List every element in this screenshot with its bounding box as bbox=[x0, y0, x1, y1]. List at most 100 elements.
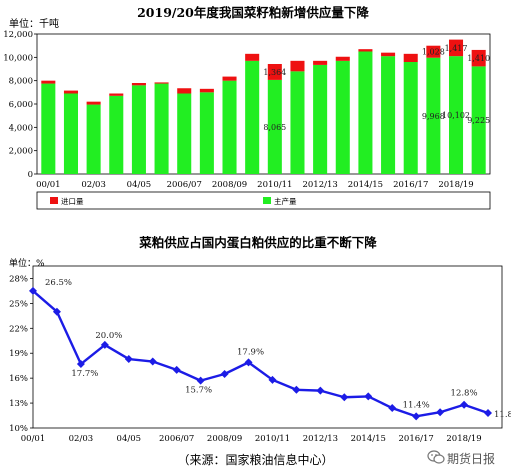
chart2-x-tick-label: 2014/15 bbox=[351, 434, 386, 444]
chart2-y-tick-label: 22% bbox=[9, 324, 28, 334]
source-caption: （来源：国家粮油信息中心） bbox=[177, 453, 334, 467]
chart1-legend-swatch-production bbox=[263, 197, 271, 204]
chart2-point bbox=[364, 392, 373, 401]
chart2-x-tick-label: 2008/09 bbox=[207, 434, 242, 444]
chart1-bar-import bbox=[449, 39, 464, 57]
chart1-x-tick-label: 2010/11 bbox=[257, 180, 292, 190]
chart2-point bbox=[29, 286, 37, 295]
chart1-legend-label-import: 进口量 bbox=[61, 197, 84, 206]
chart1-bar-import bbox=[381, 52, 396, 57]
chart2-point bbox=[460, 400, 469, 409]
chart2-point bbox=[388, 404, 397, 413]
chart1-y-tick-label: 2,000 bbox=[9, 147, 33, 157]
chart1-bar-production bbox=[403, 62, 418, 174]
chart1-y-tick-label: 4,000 bbox=[9, 123, 33, 133]
chart1-bar-import bbox=[41, 80, 56, 84]
chart1-bar-production bbox=[109, 95, 124, 174]
chart2-point bbox=[220, 370, 229, 378]
chart1-bar-production bbox=[86, 104, 101, 174]
chart1-bar-production bbox=[199, 92, 214, 174]
chart1-x-tick-label: 2006/07 bbox=[167, 180, 202, 190]
chart2-data-label: 17.7% bbox=[71, 369, 98, 379]
chart1-x-tick-label: 04/05 bbox=[127, 180, 152, 190]
chart2-data-label: 11.8% bbox=[494, 410, 511, 420]
wechat-icon bbox=[427, 450, 445, 464]
chart2-point bbox=[292, 385, 301, 394]
chart1-data-label: 1,410 bbox=[467, 54, 490, 63]
chart1-bar-production bbox=[426, 57, 441, 174]
chart1-data-label: 1,417 bbox=[445, 44, 468, 53]
chart1-bar-import bbox=[154, 82, 169, 84]
chart1-title: 2019/20年度我国菜籽粕新增供应量下降 bbox=[137, 5, 369, 20]
chart2-y-tick-label: 19% bbox=[9, 349, 28, 359]
chart1-data-label: 10,102 bbox=[442, 111, 470, 120]
chart1-data-label: 9,225 bbox=[467, 116, 490, 125]
chart1-unit-label: 单位：千吨 bbox=[9, 17, 59, 30]
chart2-y-tick-label: 13% bbox=[9, 399, 28, 409]
chart1-bar-import bbox=[63, 90, 78, 94]
chart1-x-tick-label: 02/03 bbox=[81, 180, 106, 190]
chart1-bar-production bbox=[154, 83, 169, 174]
chart1-bar-import bbox=[290, 60, 305, 72]
chart1-legend-frame bbox=[36, 191, 491, 210]
chart2-x-tick-label: 2018/19 bbox=[446, 434, 481, 444]
chart1-bar-production bbox=[471, 66, 486, 174]
chart1-bar-production bbox=[449, 56, 464, 174]
chart1-bar-production bbox=[222, 80, 237, 174]
chart1-y-tick-label: 10,000 bbox=[3, 53, 33, 63]
chart2-point bbox=[484, 409, 492, 418]
chart1-y-tick-label: 0 bbox=[28, 170, 33, 180]
chart2-point bbox=[148, 357, 157, 366]
chart1-bar-production bbox=[63, 93, 78, 174]
chart1-bar-import bbox=[335, 56, 350, 61]
chart2-data-label: 20.0% bbox=[95, 331, 122, 341]
chart1-bar-production bbox=[381, 56, 396, 174]
chart1-bar-import bbox=[86, 101, 101, 105]
chart2-point bbox=[340, 393, 349, 402]
chart1-data-label: 1,364 bbox=[263, 68, 286, 77]
chart2-point bbox=[124, 355, 133, 364]
chart2-x-tick-label: 04/05 bbox=[117, 434, 142, 444]
chart2-y-tick-label: 28% bbox=[9, 274, 28, 284]
chart1-x-tick-label: 00/01 bbox=[36, 180, 61, 190]
chart1-bar-import bbox=[109, 93, 124, 96]
chart2-point bbox=[100, 340, 109, 349]
chart2-data-label: 12.8% bbox=[451, 389, 478, 399]
chart2-point bbox=[412, 412, 421, 421]
chart1-x-tick-label: 2018/19 bbox=[438, 180, 473, 190]
chart1-bar-import bbox=[177, 88, 192, 94]
chart1-y-tick-label: 6,000 bbox=[9, 100, 33, 110]
chart1-y-tick-label: 8,000 bbox=[9, 77, 33, 87]
chart1-bar-production bbox=[41, 83, 56, 174]
chart1-bar-import bbox=[313, 60, 328, 65]
chart1-bar-import bbox=[267, 63, 282, 80]
chart1-bar-production bbox=[290, 71, 305, 174]
chart1-bar-import bbox=[471, 49, 486, 67]
chart2-point bbox=[436, 408, 445, 417]
chart2-data-label: 11.4% bbox=[403, 400, 430, 410]
chart2-x-tick-label: 2016/17 bbox=[399, 434, 434, 444]
chart1-bar-import bbox=[358, 49, 373, 52]
chart1-bar-production bbox=[131, 85, 146, 174]
chart2-point bbox=[76, 360, 85, 369]
chart1-bar-production bbox=[358, 51, 373, 174]
chart2-data-label: 15.7% bbox=[185, 386, 212, 396]
chart1-legend-swatch-import bbox=[50, 197, 58, 204]
chart1-bar-import bbox=[222, 76, 237, 81]
chart2-point bbox=[268, 375, 277, 384]
chart2-plot-frame bbox=[32, 265, 503, 429]
watermark-text: 期货日报 bbox=[447, 452, 496, 466]
chart2-data-label: 26.5% bbox=[45, 278, 72, 288]
chart1-data-label: 1,028 bbox=[422, 48, 445, 57]
chart2-unit-label: 单位：% bbox=[9, 257, 45, 269]
chart2-y-tick-label: 10% bbox=[9, 424, 28, 434]
chart1-y-tick-label: 12,000 bbox=[3, 30, 33, 40]
chart2-x-tick-label: 2006/07 bbox=[159, 434, 194, 444]
chart1-bar-production bbox=[313, 64, 328, 174]
chart2-point bbox=[172, 365, 181, 374]
chart1-bar-import bbox=[199, 88, 214, 93]
chart1-x-tick-label: 2008/09 bbox=[212, 180, 247, 190]
chart1-bar-import bbox=[245, 53, 260, 61]
chart2-y-tick-label: 16% bbox=[9, 374, 28, 384]
